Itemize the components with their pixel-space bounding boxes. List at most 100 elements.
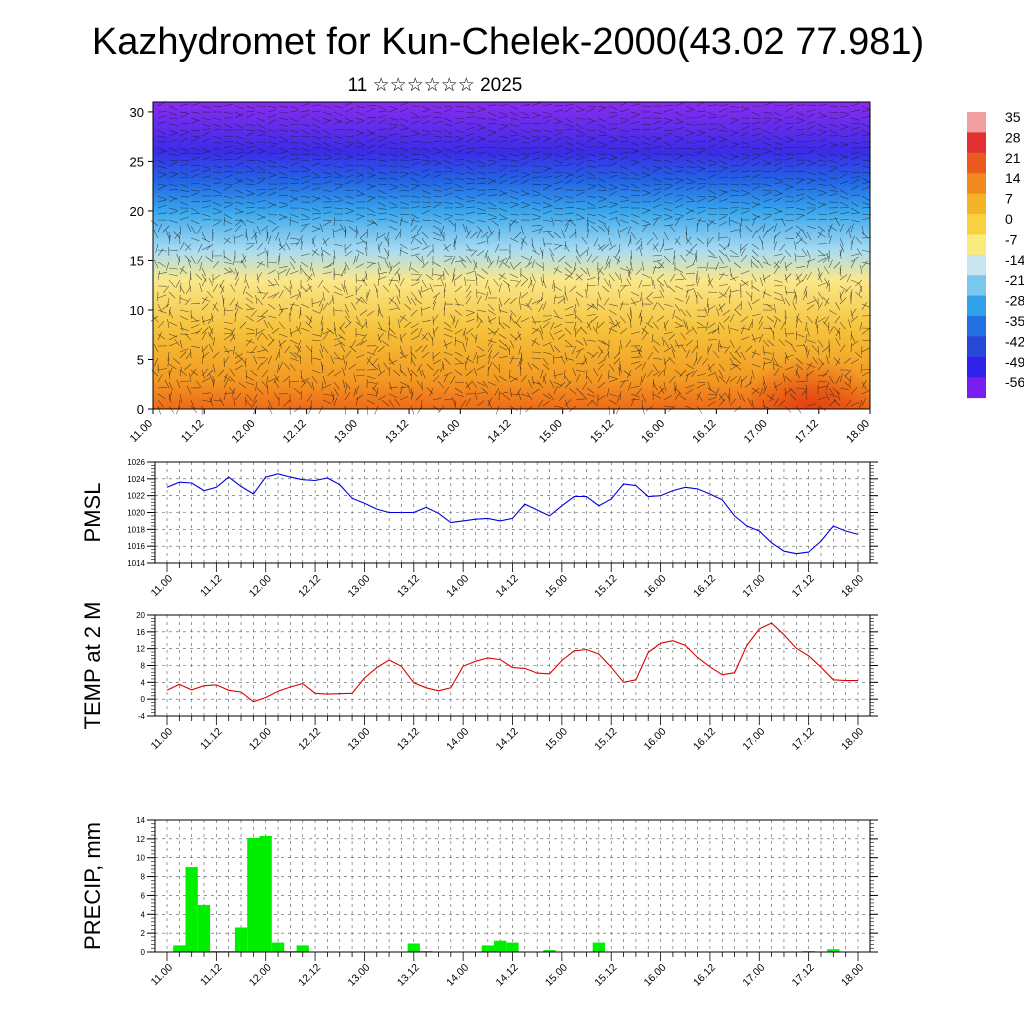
wind-barb bbox=[275, 351, 280, 361]
wind-barb bbox=[278, 340, 287, 347]
wind-barb bbox=[421, 201, 432, 204]
wind-barb bbox=[680, 272, 687, 281]
wind-barb bbox=[751, 255, 759, 263]
wind-barb bbox=[388, 213, 398, 218]
wind-barb bbox=[630, 261, 633, 271]
wind-barb bbox=[652, 254, 663, 257]
wind-barb bbox=[432, 151, 442, 155]
wind-barb bbox=[740, 122, 751, 125]
wind-barb bbox=[267, 261, 278, 264]
wind-barb bbox=[399, 213, 410, 215]
wind-barb bbox=[311, 369, 321, 374]
wind-barb bbox=[355, 253, 360, 263]
wind-barb bbox=[245, 165, 255, 171]
wind-barb bbox=[542, 375, 547, 385]
wind-barb bbox=[519, 405, 522, 415]
wind-barb bbox=[724, 345, 731, 354]
wind-barb bbox=[201, 368, 209, 377]
wind-barb bbox=[201, 147, 210, 153]
wind-barb bbox=[806, 113, 815, 119]
wind-barb bbox=[476, 219, 486, 223]
wind-barb bbox=[615, 405, 621, 415]
wind-barb bbox=[608, 174, 618, 179]
wind-barb bbox=[256, 362, 263, 371]
wind-barb bbox=[388, 330, 390, 341]
wind-barb bbox=[663, 347, 672, 353]
wind-barb bbox=[256, 189, 267, 191]
wind-barb bbox=[707, 207, 718, 210]
wind-barb bbox=[155, 243, 159, 253]
wind-barb bbox=[165, 261, 170, 271]
wind-barb bbox=[740, 216, 742, 227]
wind-barb bbox=[333, 216, 336, 227]
wind-barb bbox=[535, 262, 544, 269]
wind-barb bbox=[668, 333, 676, 341]
wind-barb bbox=[487, 399, 492, 409]
wind-barb bbox=[563, 295, 566, 305]
wind-barb bbox=[674, 297, 684, 302]
wind-barb bbox=[614, 272, 621, 281]
wind-barb bbox=[575, 398, 585, 401]
wind-barb bbox=[817, 302, 823, 311]
wind-barb bbox=[190, 324, 200, 329]
wind-barb bbox=[502, 279, 511, 287]
wind-barb bbox=[694, 253, 698, 263]
wind-barb bbox=[564, 150, 574, 155]
wind-barb bbox=[718, 255, 724, 264]
wind-barb bbox=[498, 333, 507, 340]
wind-barb bbox=[707, 305, 716, 311]
y-tick-label: 12 bbox=[136, 835, 145, 844]
wind-barb bbox=[531, 283, 535, 293]
wind-barb bbox=[487, 327, 496, 335]
wind-barb bbox=[542, 103, 552, 107]
wind-barb bbox=[531, 114, 541, 119]
wind-barb bbox=[586, 201, 596, 207]
wind-barb bbox=[671, 349, 676, 359]
wind-barb bbox=[539, 369, 544, 379]
wind-barb bbox=[795, 313, 800, 323]
wind-barb bbox=[498, 257, 508, 263]
precip-bar bbox=[592, 942, 605, 952]
wind-barb bbox=[274, 278, 280, 287]
wind-barb bbox=[817, 201, 827, 206]
wind-barb bbox=[476, 354, 486, 359]
wind-barb bbox=[377, 135, 387, 138]
wind-barb bbox=[696, 291, 703, 300]
wind-barb bbox=[201, 318, 211, 323]
wind-barb bbox=[663, 159, 673, 163]
wind-barb bbox=[311, 267, 315, 277]
wind-barb bbox=[153, 343, 159, 353]
wind-barb bbox=[552, 279, 555, 289]
wind-barb bbox=[410, 147, 420, 150]
wind-barb bbox=[784, 249, 792, 257]
wind-barb bbox=[718, 144, 728, 149]
wind-barb bbox=[234, 105, 244, 109]
wind-barb bbox=[828, 144, 838, 149]
wind-barb bbox=[300, 175, 310, 179]
wind-barb bbox=[487, 397, 493, 407]
wind-barb bbox=[414, 298, 423, 305]
wind-barb bbox=[318, 405, 324, 415]
wind-barb bbox=[344, 243, 352, 251]
wind-barb bbox=[707, 144, 717, 149]
wind-barb bbox=[564, 399, 572, 407]
wind-barb bbox=[465, 171, 475, 175]
wind-barb bbox=[542, 185, 552, 191]
colorbar-label: 21 bbox=[1005, 150, 1021, 166]
wind-barb bbox=[839, 265, 842, 275]
wind-barb bbox=[410, 405, 415, 415]
wind-barb bbox=[266, 231, 269, 241]
wind-barb bbox=[201, 245, 211, 251]
wind-barb bbox=[685, 284, 695, 287]
wind-barb bbox=[443, 213, 453, 216]
wind-barb bbox=[355, 297, 364, 303]
wind-barb bbox=[520, 174, 530, 179]
wind-barb bbox=[795, 104, 805, 107]
wind-barb bbox=[221, 295, 225, 305]
wind-barb bbox=[278, 269, 287, 275]
wind-barb bbox=[729, 105, 739, 108]
wind-barb bbox=[839, 163, 849, 167]
wind-barb bbox=[344, 405, 347, 416]
precip-bar bbox=[543, 950, 556, 952]
wind-barb bbox=[530, 277, 533, 287]
